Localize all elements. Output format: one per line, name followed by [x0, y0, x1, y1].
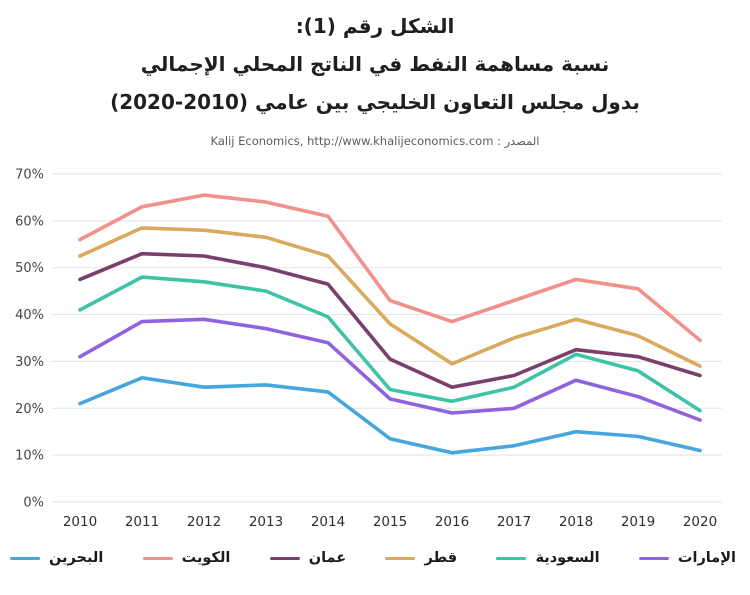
line-chart: 0% 10% 20% 30% 40% 50% 60% 70% 2010 2011 2012 2013 2…	[15, 168, 722, 530]
legend-swatch-bahrain	[10, 556, 40, 560]
y-tick-label: 10%	[15, 449, 44, 464]
series-line-oman	[78, 251, 702, 389]
y-tick-label: 20%	[15, 402, 44, 417]
y-tick-label: 30%	[15, 355, 44, 370]
legend-item-uae: الإمارات	[638, 550, 736, 566]
legend-label-kuwait: الكويت	[181, 550, 231, 566]
x-tick-label: 2018	[559, 514, 593, 530]
x-tick-label: 2017	[497, 514, 531, 530]
x-tick-label: 2010	[63, 514, 97, 530]
x-tick-label: 2014	[311, 514, 345, 530]
legend-label-saudi-arabia: السعودية	[535, 550, 600, 566]
legend-label-bahrain: البحرين	[49, 550, 104, 566]
source-text: المصدر : Kalij Economics, http://www.kha…	[210, 134, 540, 148]
y-tick-label: 60%	[15, 214, 44, 229]
title-line-1: الشكل رقم (1):	[295, 14, 455, 38]
series-line-kuwait	[78, 193, 702, 343]
series-line-saudi-arabia	[78, 275, 702, 413]
series-line-qatar	[78, 226, 702, 368]
title-line-3: بدول مجلس التعاون الخليجي بين عامي (2010…	[110, 90, 640, 114]
legend-item-bahrain: البحرين	[10, 550, 103, 566]
legend-label-uae: الإمارات	[677, 550, 736, 566]
series-line-bahrain	[78, 376, 702, 455]
x-tick-label: 2015	[373, 514, 407, 530]
legend-swatch-qatar	[385, 556, 416, 560]
legend-label-qatar: قطر	[424, 550, 458, 566]
x-tick-label: 2012	[187, 514, 221, 530]
x-tick-label: 2016	[435, 514, 469, 530]
series-line-uae	[78, 317, 702, 422]
chart-legend: البحرين الكويت عمان قطر السعودية الإمارا…	[0, 550, 750, 566]
y-tick-label: 40%	[15, 308, 44, 323]
x-tick-label: 2013	[249, 514, 283, 530]
y-tick-label: 70%	[15, 168, 44, 183]
title-line-2: نسبة مساهمة النفط في الناتج المحلي الإجم…	[140, 52, 610, 76]
legend-item-saudi-arabia: السعودية	[496, 550, 600, 566]
y-tick-label: 0%	[23, 496, 44, 511]
legend-swatch-kuwait	[142, 556, 173, 560]
chart-title: الشكل رقم (1): نسبة مساهمة النفط في النا…	[0, 0, 750, 121]
legend-item-qatar: قطر	[385, 550, 457, 566]
legend-item-kuwait: الكويت	[142, 550, 231, 566]
legend-swatch-saudi-arabia	[496, 556, 527, 560]
legend-item-oman: عمان	[269, 550, 347, 566]
x-tick-label: 2019	[621, 514, 655, 530]
legend-label-oman: عمان	[308, 550, 347, 566]
x-tick-label: 2020	[683, 514, 717, 530]
x-tick-label: 2011	[125, 514, 159, 530]
legend-swatch-uae	[638, 556, 669, 560]
legend-swatch-oman	[269, 556, 300, 560]
y-tick-label: 50%	[15, 261, 44, 276]
